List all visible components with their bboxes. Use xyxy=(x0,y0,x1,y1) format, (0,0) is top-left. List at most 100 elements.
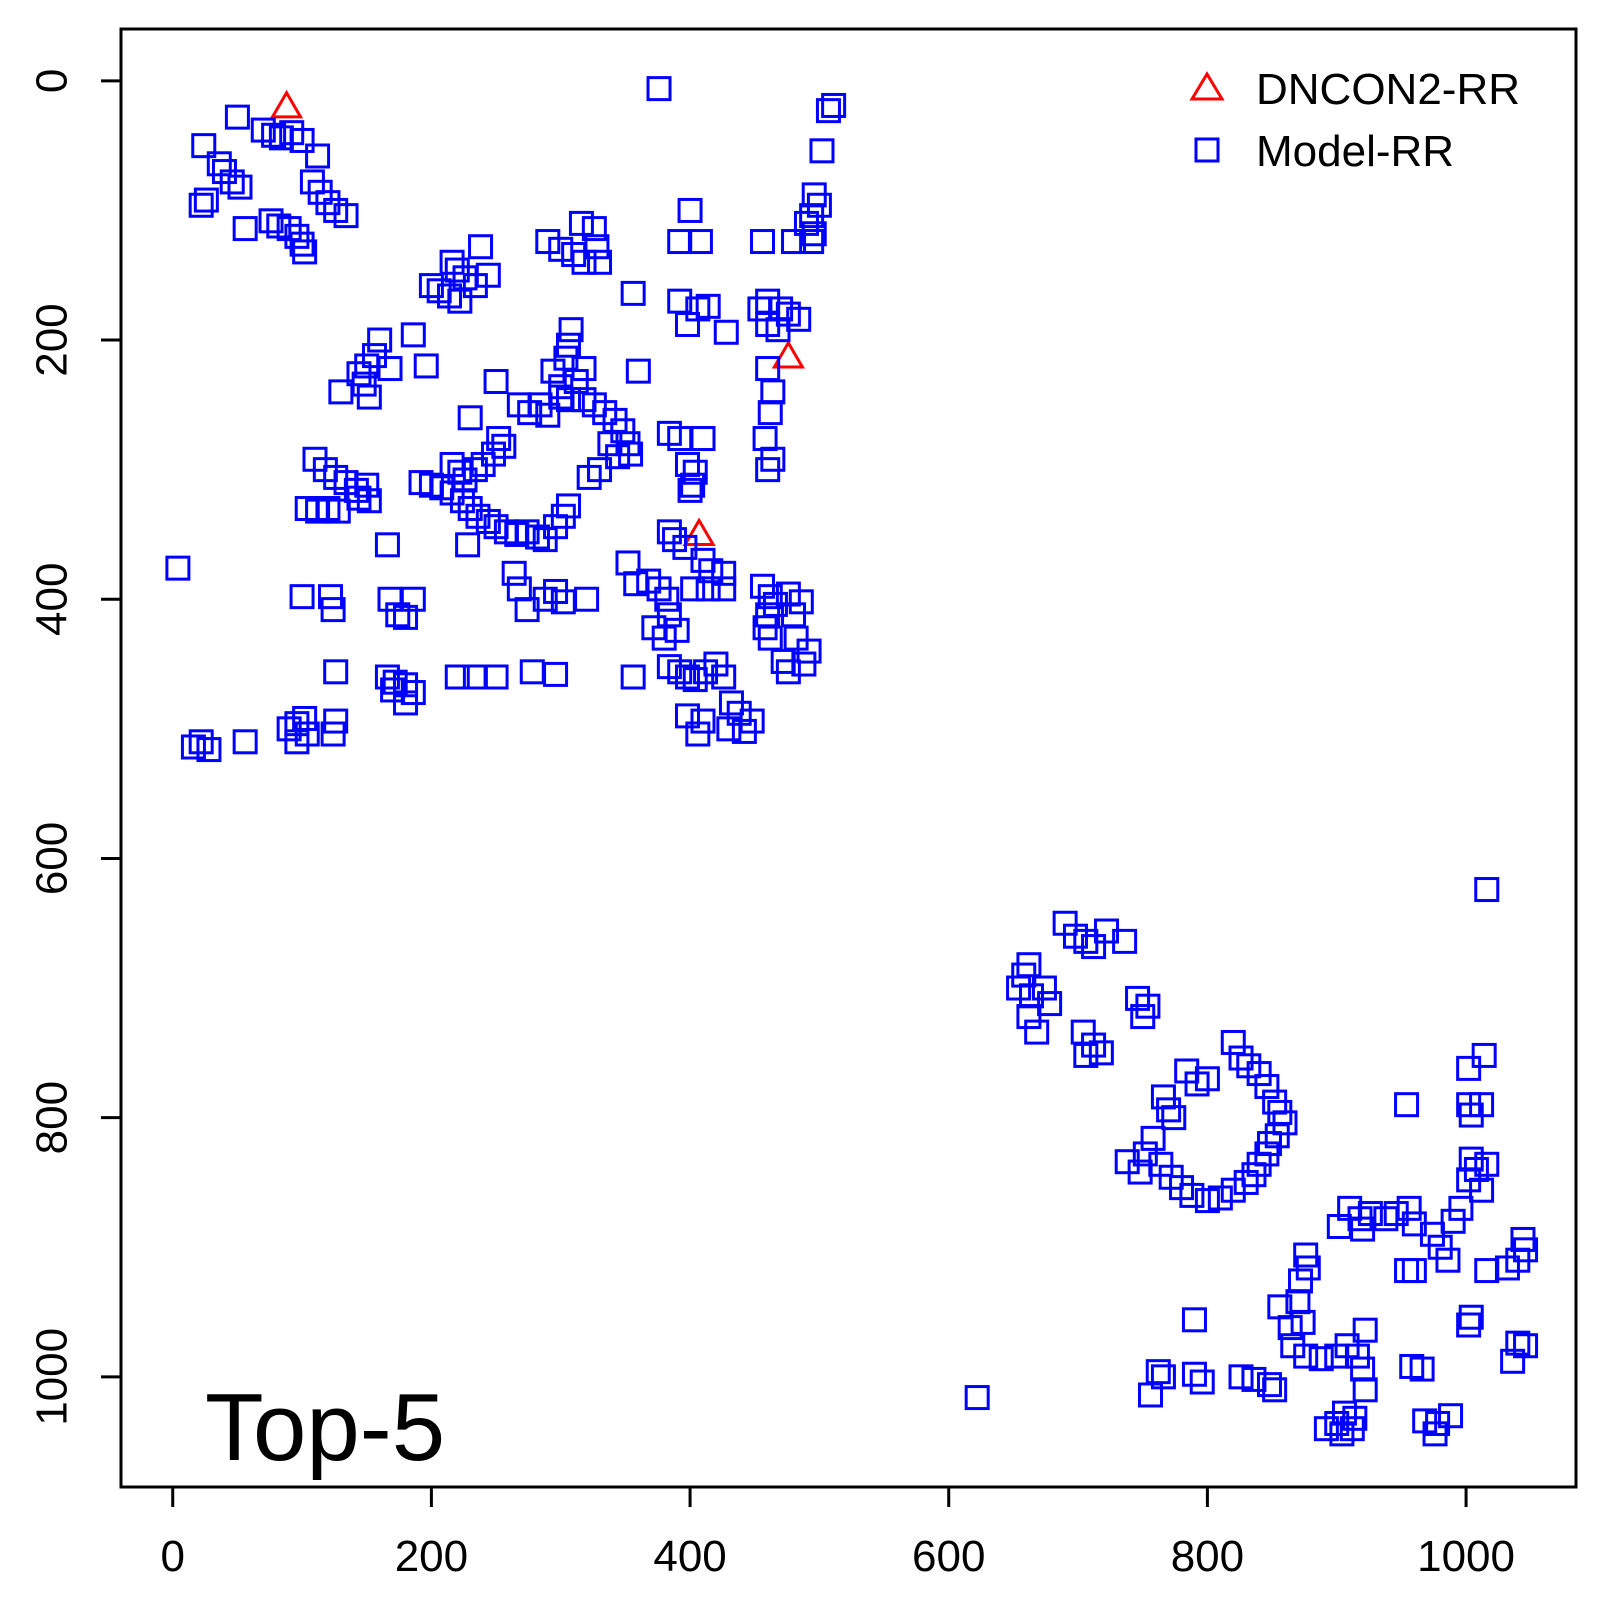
data-point xyxy=(1073,1042,1099,1068)
y-tick-label: 1000 xyxy=(28,1328,77,1426)
data-point xyxy=(261,122,287,148)
data-point xyxy=(821,92,847,118)
data-point xyxy=(1458,1304,1484,1330)
data-point xyxy=(188,192,214,218)
data-point xyxy=(1352,1377,1378,1403)
data-point xyxy=(486,426,512,452)
data-point xyxy=(1308,1346,1334,1372)
data-point xyxy=(757,584,783,610)
data-point xyxy=(674,311,700,337)
data-point xyxy=(535,229,561,255)
data-point xyxy=(749,229,775,255)
legend-label: Model-RR xyxy=(1256,127,1454,176)
data-point xyxy=(1419,1221,1445,1247)
data-point xyxy=(1471,1042,1497,1068)
data-point xyxy=(191,133,217,159)
data-point xyxy=(232,216,258,242)
data-point xyxy=(1440,1208,1466,1234)
data-point xyxy=(677,197,703,223)
y-axis: 0 200 400 600 800 1000 xyxy=(28,69,123,1426)
data-point xyxy=(1401,1258,1427,1284)
y-tick-label: 600 xyxy=(28,822,77,895)
data-point xyxy=(325,498,351,524)
data-point xyxy=(757,400,783,426)
data-point xyxy=(284,729,310,755)
data-point xyxy=(1037,991,1063,1017)
panel-annotation: Top-5 xyxy=(205,1374,445,1481)
data-point xyxy=(597,431,623,457)
legend-marker xyxy=(1194,137,1220,163)
data-point xyxy=(356,488,382,514)
data-point xyxy=(457,496,483,522)
data-point xyxy=(682,459,708,485)
data-point xyxy=(269,89,304,119)
data-point xyxy=(625,358,651,384)
legend-label: DNCON2-RR xyxy=(1256,65,1520,114)
data-point xyxy=(393,690,419,716)
data-point xyxy=(757,625,783,651)
data-point xyxy=(674,664,700,690)
data-point xyxy=(1409,1356,1435,1382)
x-tick-label: 200 xyxy=(395,1532,468,1581)
data-point xyxy=(548,236,574,262)
data-point xyxy=(1194,1188,1220,1214)
data-point xyxy=(713,319,739,345)
data-point xyxy=(682,517,716,547)
data-point xyxy=(1267,1294,1293,1320)
data-point xyxy=(1469,1092,1495,1118)
data-point xyxy=(698,558,724,584)
data-point xyxy=(558,317,584,343)
data-point xyxy=(1220,1177,1246,1203)
data-point xyxy=(571,356,597,382)
data-point xyxy=(1006,975,1032,1001)
data-point xyxy=(1339,1416,1365,1442)
data-point xyxy=(356,384,382,410)
data-point xyxy=(581,216,607,242)
data-point xyxy=(292,239,318,265)
data-point xyxy=(1181,1361,1207,1387)
y-tick-label: 0 xyxy=(28,69,77,93)
data-point xyxy=(1254,1074,1280,1100)
data-point xyxy=(667,659,693,685)
data-point xyxy=(555,493,581,519)
data-point xyxy=(771,339,805,369)
legend: DNCON2-RR Model-RR xyxy=(1189,65,1520,176)
data-point xyxy=(289,231,315,257)
data-point xyxy=(289,584,315,610)
x-axis: 0 200 400 600 800 1000 xyxy=(160,1485,1515,1581)
data-point xyxy=(1456,1312,1482,1338)
data-point xyxy=(775,659,801,685)
data-point xyxy=(323,708,349,734)
data-point xyxy=(690,426,716,452)
data-point xyxy=(755,457,781,483)
data-point xyxy=(799,229,825,255)
data-point xyxy=(1130,1004,1156,1030)
data-point xyxy=(377,356,403,382)
data-point xyxy=(711,576,737,602)
data-point xyxy=(1293,1242,1319,1268)
data-point xyxy=(1031,975,1057,1001)
data-point xyxy=(1422,1421,1448,1447)
data-point xyxy=(620,664,646,690)
data-point xyxy=(1137,1382,1163,1408)
data-point xyxy=(1181,1307,1207,1333)
legend-marker xyxy=(1189,71,1225,101)
data-point xyxy=(964,1385,990,1411)
data-point xyxy=(731,718,757,744)
data-point xyxy=(165,555,191,581)
data-point xyxy=(535,402,561,428)
data-point xyxy=(672,534,698,560)
data-point xyxy=(196,737,222,763)
data-point xyxy=(1456,1055,1482,1081)
data-point xyxy=(664,617,690,643)
data-point xyxy=(576,464,602,490)
data-point xyxy=(323,659,349,685)
data-point xyxy=(1352,1317,1378,1343)
data-point xyxy=(413,353,439,379)
data-point xyxy=(703,651,729,677)
data-point xyxy=(374,532,400,558)
x-tick-label: 1000 xyxy=(1417,1532,1515,1581)
data-point xyxy=(232,729,258,755)
